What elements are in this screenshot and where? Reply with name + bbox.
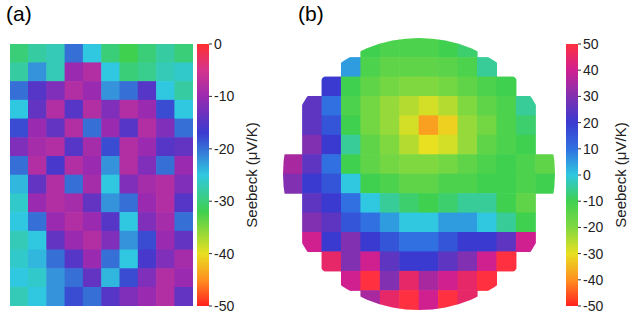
svg-text:-10: -10 (214, 88, 234, 104)
svg-text:40: 40 (583, 62, 599, 78)
svg-text:Seebeck (μV/K): Seebeck (μV/K) (612, 122, 629, 227)
svg-text:0: 0 (583, 167, 591, 183)
svg-text:-30: -30 (583, 246, 603, 262)
svg-text:50: 50 (583, 36, 599, 52)
svg-text:-10: -10 (583, 193, 603, 209)
svg-text:-40: -40 (214, 246, 234, 262)
svg-text:Seebeck (μV/K): Seebeck (μV/K) (243, 122, 260, 227)
svg-text:10: 10 (583, 141, 599, 157)
svg-text:0: 0 (214, 36, 222, 52)
html-text:(a): (a) (6, 2, 32, 25)
html-text:(b): (b) (298, 2, 324, 25)
svg-text:-20: -20 (214, 141, 234, 157)
svg-text:-50: -50 (214, 298, 234, 314)
svg-text:-30: -30 (214, 193, 234, 209)
svg-text:30: 30 (583, 88, 599, 104)
svg-text:-40: -40 (583, 272, 603, 288)
svg-text:-50: -50 (583, 298, 603, 314)
svg-text:-20: -20 (583, 219, 603, 235)
svg-text:20: 20 (583, 115, 599, 131)
